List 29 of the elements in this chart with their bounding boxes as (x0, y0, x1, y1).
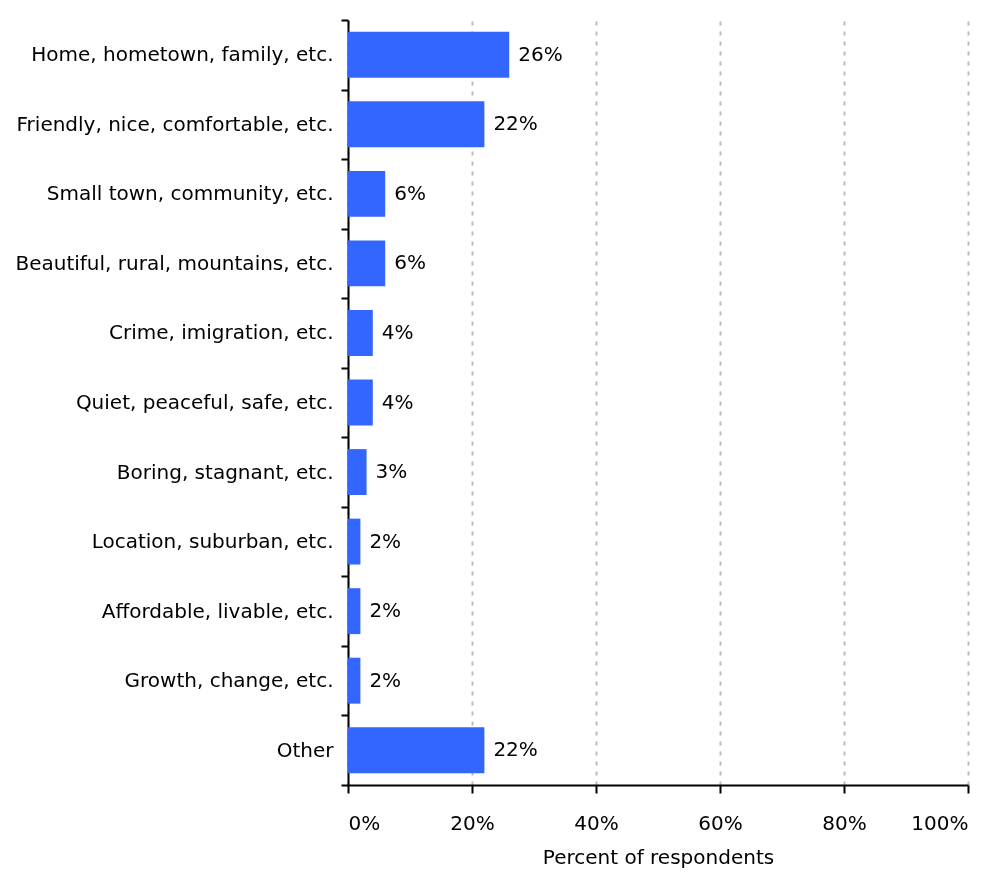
x-tick-label: 40% (574, 810, 619, 835)
x-tick-label: 60% (698, 810, 743, 835)
x-tick-label: 100% (911, 810, 969, 835)
data-label: 2% (369, 528, 402, 553)
y-tick-label: Growth, change, etc. (124, 668, 334, 693)
y-tick-label: Location, suburban, etc. (91, 529, 334, 554)
y-tick-label: Friendly, nice, comfortable, etc. (16, 111, 334, 136)
data-label: 6% (394, 250, 426, 275)
data-label: 4% (381, 389, 414, 414)
x-tick-label: 0% (348, 810, 381, 835)
x-tick-label: 20% (450, 810, 495, 835)
y-tick-label: Small town, community, etc. (46, 181, 334, 206)
data-label: 4% (381, 319, 414, 344)
y-tick-label: Crime, imigration, etc. (108, 320, 334, 345)
y-tick-label: Affordable, livable, etc. (101, 598, 334, 623)
y-tick-label: Boring, stagnant, etc. (116, 459, 334, 484)
x-axis-title: Percent of respondents (542, 844, 775, 869)
data-label: 22% (493, 111, 538, 136)
data-label: 22% (493, 737, 538, 762)
x-tick-label: 80% (822, 810, 867, 835)
data-label: 6% (394, 180, 426, 205)
data-label: 3% (375, 459, 408, 484)
data-label: 26% (518, 41, 563, 66)
y-tick-label: Quiet, peaceful, safe, etc. (75, 390, 334, 414)
y-tick-label: Home, hometown, family, etc. (31, 42, 334, 67)
data-label: 2% (369, 598, 402, 623)
y-tick-label: Beautiful, rural, mountains, etc. (15, 250, 334, 275)
y-tick-label: Other (276, 737, 335, 762)
data-label: 2% (369, 667, 402, 692)
